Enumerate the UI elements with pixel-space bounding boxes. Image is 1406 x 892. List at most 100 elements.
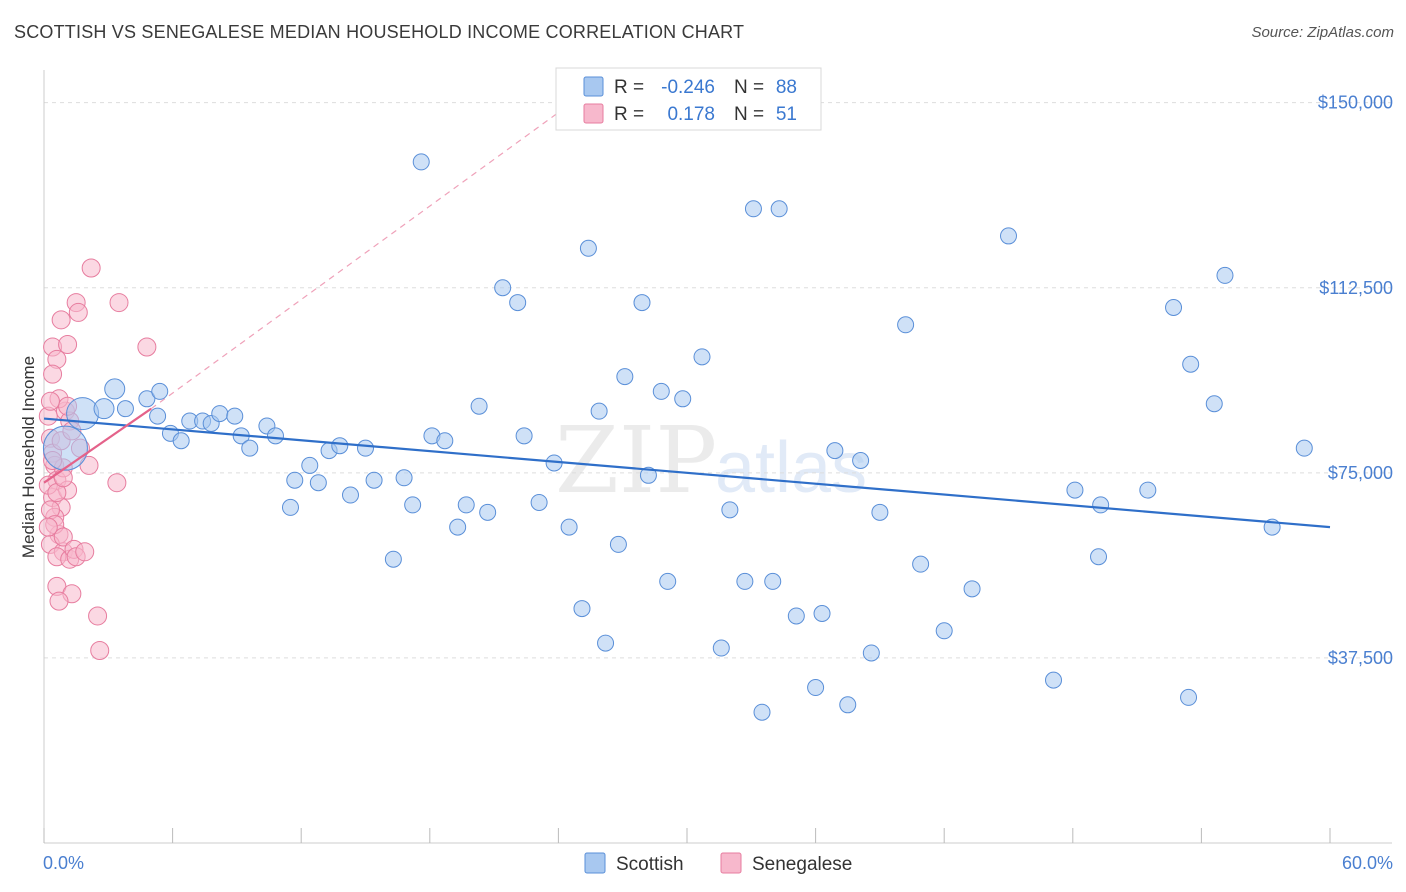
- point-scottish: [412, 153, 430, 171]
- bottom-legend-senegalese: Senegalese: [752, 854, 852, 875]
- watermark: ZIP atlas: [555, 407, 867, 514]
- point-scottish: [912, 555, 930, 573]
- y-tick-label: $75,000: [1328, 463, 1393, 483]
- y-tick-labels: $37,500 $75,000 $112,500 $150,000: [1318, 93, 1393, 668]
- y-tick-label: $112,500: [1319, 278, 1393, 298]
- point-scottish: [93, 398, 115, 420]
- point-scottish: [1090, 548, 1108, 566]
- point-scottish: [963, 580, 981, 598]
- point-scottish: [286, 471, 304, 489]
- point-scottish: [172, 432, 190, 450]
- legend-r-label-2: R =: [614, 104, 644, 125]
- point-scottish: [852, 452, 870, 469]
- point-scottish: [652, 382, 670, 400]
- point-scottish: [721, 501, 739, 519]
- point-senegalese: [88, 606, 108, 626]
- point-scottish: [457, 496, 475, 514]
- point-scottish: [1180, 688, 1198, 706]
- trend-line-scottish: [43, 417, 1331, 529]
- point-senegalese: [51, 310, 71, 330]
- point-scottish: [579, 239, 597, 257]
- trend-line-senegalese: [43, 407, 152, 484]
- legend-r-value-1: -0.246: [661, 77, 715, 98]
- trend-lines: [43, 112, 1331, 529]
- point-scottish: [639, 466, 657, 484]
- point-scottish: [509, 294, 527, 312]
- point-scottish: [826, 442, 844, 460]
- point-scottish: [1045, 671, 1063, 689]
- watermark-atlas: atlas: [715, 428, 867, 508]
- x-tick-label-min: 0.0%: [43, 853, 84, 873]
- point-scottish: [616, 368, 634, 386]
- point-scottish: [436, 432, 454, 450]
- point-senegalese: [38, 517, 58, 537]
- legend-n-value-1: 88: [776, 77, 797, 98]
- point-scottish: [104, 378, 126, 400]
- point-scottish: [241, 439, 259, 457]
- point-senegalese: [137, 337, 157, 357]
- point-scottish: [384, 550, 402, 568]
- point-senegalese: [107, 473, 127, 493]
- point-senegalese: [40, 391, 60, 411]
- point-scottish: [897, 316, 915, 334]
- point-scottish: [1295, 439, 1313, 457]
- point-senegalese: [75, 542, 95, 562]
- point-scottish: [712, 639, 730, 657]
- point-scottish: [693, 348, 711, 366]
- bottom-swatch-scottish: [584, 852, 606, 874]
- point-scottish: [862, 644, 880, 662]
- point-scottish: [1216, 266, 1234, 284]
- point-scottish: [1092, 496, 1110, 514]
- point-scottish: [1000, 227, 1017, 245]
- point-scottish: [753, 703, 771, 721]
- point-scottish: [807, 679, 825, 697]
- point-scottish: [1182, 355, 1200, 373]
- point-senegalese: [68, 302, 88, 322]
- point-scottish: [66, 397, 100, 431]
- legend-r-value-2: 0.178: [667, 104, 715, 125]
- watermark-zip: ZIP: [555, 407, 717, 514]
- point-senegalese: [49, 591, 69, 611]
- series-legend: Scottish Senegalese: [584, 852, 852, 875]
- point-scottish: [573, 600, 591, 618]
- legend-n-value-2: 51: [776, 104, 797, 125]
- point-scottish: [479, 503, 497, 521]
- legend-r-label-1: R =: [614, 77, 644, 98]
- point-scottish: [560, 518, 578, 536]
- point-scottish: [494, 279, 512, 297]
- point-scottish: [309, 474, 327, 492]
- y-tick-label: $37,500: [1328, 648, 1393, 668]
- source-credit: Source: ZipAtlas.com: [1251, 24, 1394, 41]
- bottom-legend-scottish: Scottish: [616, 854, 684, 875]
- point-scottish: [659, 572, 677, 590]
- point-scottish: [736, 572, 754, 590]
- x-axis-ticks: [43, 828, 1331, 843]
- point-senegalese: [53, 468, 73, 488]
- point-senegalese: [53, 527, 73, 547]
- chart-title: SCOTTISH VS SENEGALESE MEDIAN HOUSEHOLD …: [14, 22, 745, 42]
- point-scottish: [764, 572, 782, 590]
- point-scottish: [590, 402, 608, 420]
- x-tick-label-max: 60.0%: [1342, 853, 1393, 873]
- legend-swatch-senegalese: [583, 103, 604, 124]
- point-scottish: [1066, 481, 1084, 499]
- point-scottish: [404, 496, 422, 514]
- bottom-swatch-senegalese: [720, 852, 742, 874]
- y-axis-title: Median Household Income: [19, 356, 38, 558]
- point-scottish: [151, 382, 169, 400]
- point-scottish: [597, 634, 615, 652]
- point-scottish: [839, 696, 857, 714]
- point-scottish: [674, 390, 692, 408]
- point-scottish: [281, 498, 299, 516]
- point-scottish: [149, 407, 167, 425]
- y-tick-label: $150,000: [1318, 93, 1393, 113]
- point-scottish: [116, 400, 134, 418]
- correlation-legend: R = -0.246 N = 88 R = 0.178 N = 51: [555, 67, 822, 131]
- legend-swatch-scottish: [583, 76, 604, 97]
- point-scottish: [357, 439, 374, 457]
- point-scottish: [138, 390, 156, 408]
- point-senegalese: [58, 335, 78, 355]
- point-scottish: [395, 469, 413, 487]
- point-scottish: [871, 503, 889, 521]
